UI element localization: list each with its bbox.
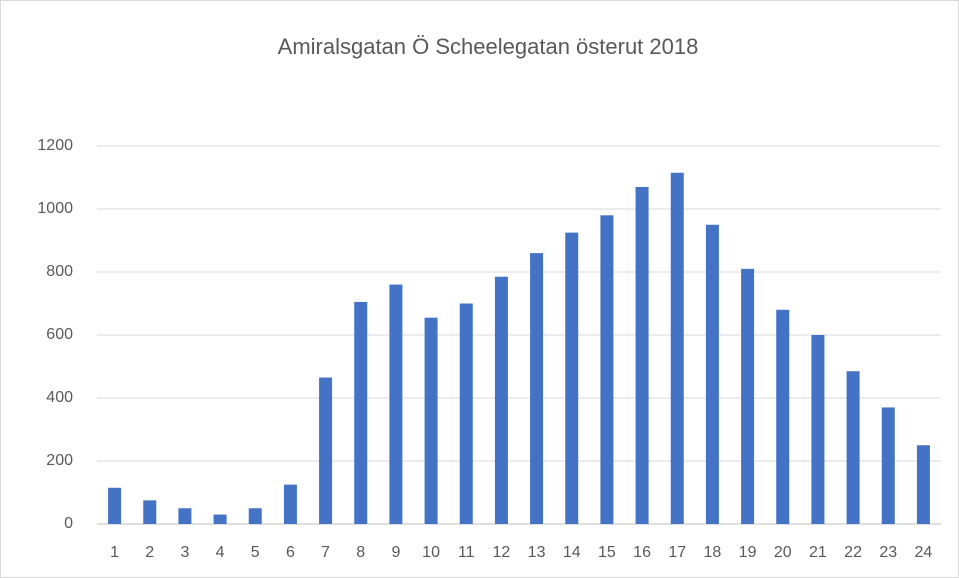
bar	[670, 172, 684, 524]
x-tick-label: 19	[739, 544, 757, 561]
x-tick-label: 2	[145, 544, 154, 561]
bar	[635, 186, 649, 524]
bar	[424, 317, 438, 524]
x-tick-label: 20	[774, 544, 792, 561]
x-tick-label: 5	[251, 544, 260, 561]
y-tick-label: 600	[46, 326, 73, 343]
bar	[213, 514, 227, 524]
bar	[389, 284, 403, 524]
bar	[530, 253, 544, 524]
y-tick-label: 800	[46, 263, 73, 280]
y-tick-label: 1000	[37, 200, 73, 217]
bar	[881, 407, 895, 524]
y-tick-label: 0	[64, 515, 73, 532]
bar	[283, 484, 297, 524]
bar	[494, 276, 508, 524]
x-tick-label: 6	[286, 544, 295, 561]
x-tick-label: 16	[633, 544, 651, 561]
x-tick-label: 12	[493, 544, 511, 561]
bar	[776, 309, 790, 524]
x-tick-label: 24	[915, 544, 933, 561]
x-tick-label: 18	[704, 544, 722, 561]
bar	[846, 371, 860, 524]
x-tick-label: 4	[216, 544, 225, 561]
bar	[143, 500, 157, 524]
bar	[354, 301, 368, 524]
x-tick-label: 23	[879, 544, 897, 561]
bar	[108, 487, 122, 524]
x-tick-label: 11	[458, 544, 475, 561]
x-tick-label: 10	[422, 544, 440, 561]
bar	[178, 508, 192, 524]
x-tick-label: 1	[110, 544, 119, 561]
y-tick-label: 400	[46, 389, 73, 406]
bar	[319, 377, 333, 524]
x-tick-label: 7	[321, 544, 330, 561]
bar	[459, 303, 473, 524]
chart-title: Amiralsgatan Ö Scheelegatan österut 2018	[278, 34, 699, 59]
x-tick-label: 17	[668, 544, 686, 561]
bar	[916, 445, 930, 524]
x-tick-label: 21	[809, 544, 827, 561]
y-tick-label: 200	[46, 452, 73, 469]
x-tick-label: 9	[391, 544, 400, 561]
bar	[811, 335, 825, 524]
y-tick-label: 1200	[37, 137, 73, 154]
bar	[565, 232, 579, 524]
bar	[741, 268, 755, 524]
x-tick-label: 22	[844, 544, 862, 561]
x-tick-label: 8	[356, 544, 365, 561]
x-tick-label: 15	[598, 544, 616, 561]
x-tick-label: 13	[528, 544, 546, 561]
bar	[248, 508, 262, 524]
x-tick-label: 3	[180, 544, 189, 561]
x-tick-label: 14	[563, 544, 581, 561]
bar	[705, 224, 719, 524]
bar	[600, 215, 614, 525]
